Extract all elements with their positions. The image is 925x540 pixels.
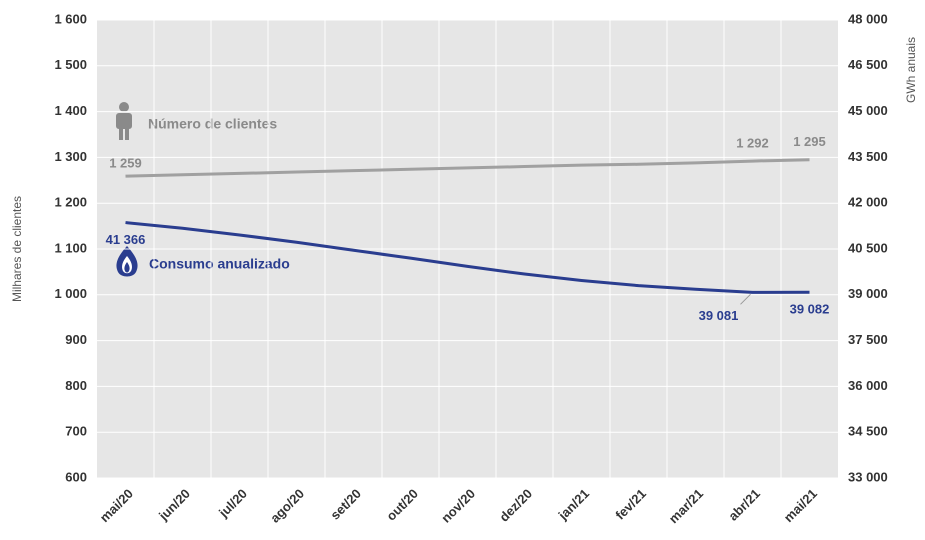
y2-tick-label: 45 000 <box>848 103 888 118</box>
flame-icon <box>116 246 138 277</box>
y-tick-label: 1 000 <box>54 286 87 301</box>
data-label: 39 081 <box>699 308 739 323</box>
y2-tick-label: 42 000 <box>848 195 888 210</box>
y2-tick-label: 46 500 <box>848 57 888 72</box>
y-tick-label: 1 500 <box>54 57 87 72</box>
x-tick-label: jun/20 <box>155 486 193 524</box>
series-line <box>125 221 810 294</box>
x-tick-label: jan/21 <box>555 486 592 523</box>
y-tick-label: 1 600 <box>54 11 87 26</box>
y2-tick-label: 43 500 <box>848 149 888 164</box>
y2-tick-label: 39 000 <box>848 286 888 301</box>
y2-tick-label: 33 000 <box>848 469 888 484</box>
x-tick-label: jul/20 <box>215 486 250 521</box>
x-tick-label: ago/20 <box>267 486 307 526</box>
y2-axis-label: GWh anuais <box>904 37 918 103</box>
x-tick-label: mai/21 <box>781 486 820 525</box>
y2-tick-label: 36 000 <box>848 378 888 393</box>
data-label: 1 292 <box>736 136 769 151</box>
x-tick-label: mai/20 <box>97 486 136 525</box>
y-tick-label: 700 <box>65 424 87 439</box>
series-label: Número de clientes <box>148 116 277 132</box>
y2-tick-label: 40 500 <box>848 240 888 255</box>
y-tick-label: 1 200 <box>54 195 87 210</box>
data-label: 1 295 <box>793 134 826 149</box>
y-tick-label: 1 300 <box>54 149 87 164</box>
y-tick-label: 600 <box>65 469 87 484</box>
series-line <box>125 158 810 178</box>
x-tick-label: fev/21 <box>612 486 649 523</box>
x-tick-label: nov/20 <box>438 486 478 526</box>
y-axis-label: Milhares de clientes <box>10 196 24 302</box>
leader-line <box>740 293 751 305</box>
data-label: 41 366 <box>106 232 146 247</box>
person-icon <box>116 102 132 140</box>
y-tick-label: 800 <box>65 378 87 393</box>
y2-tick-label: 34 500 <box>848 424 888 439</box>
y-tick-label: 1 400 <box>54 103 87 118</box>
y2-tick-label: 48 000 <box>848 11 888 26</box>
y2-tick-label: 37 500 <box>848 332 888 347</box>
data-label: 1 259 <box>109 156 142 171</box>
data-label: 39 082 <box>790 302 830 317</box>
x-tick-label: abr/21 <box>725 486 763 524</box>
x-tick-label: set/20 <box>327 486 364 523</box>
x-tick-label: out/20 <box>383 486 421 524</box>
series-label: Consumo anualizado <box>149 256 290 272</box>
y-tick-label: 900 <box>65 332 87 347</box>
y-tick-label: 1 100 <box>54 240 87 255</box>
x-tick-label: dez/20 <box>496 486 535 525</box>
x-tick-label: mar/21 <box>666 486 706 526</box>
